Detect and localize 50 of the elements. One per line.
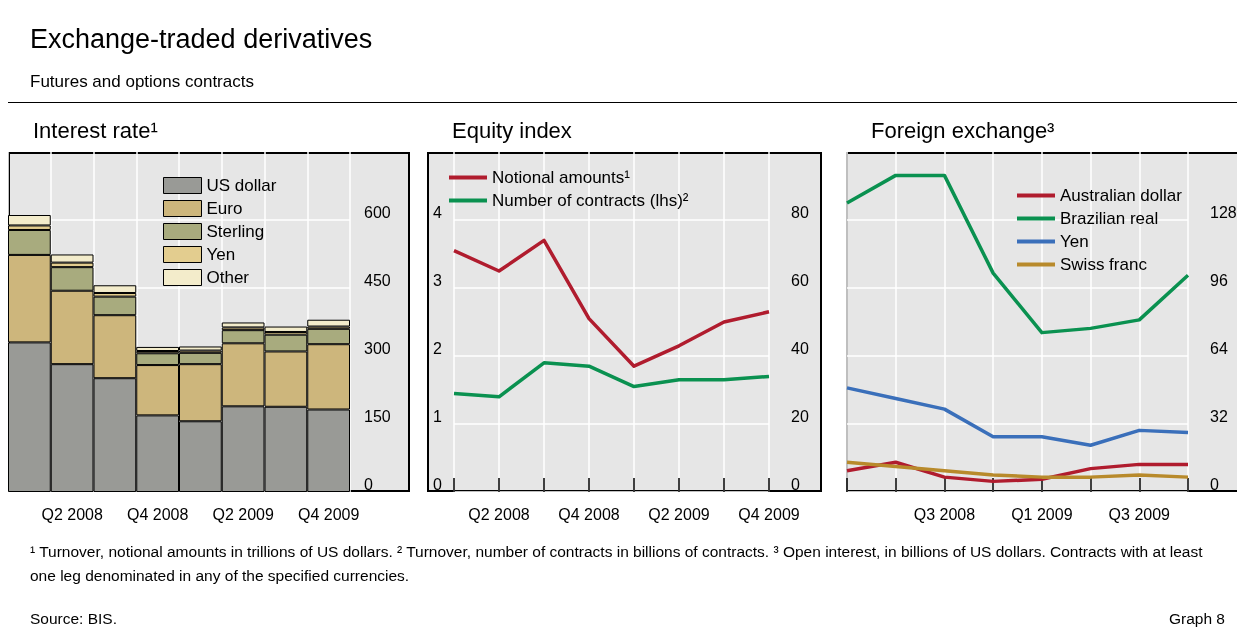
chart-title: Equity index [452,117,572,143]
legend-label: US dollar [206,176,277,195]
legend-label: Yen [1060,232,1089,251]
x-tick-label: Q4 2008 [558,505,620,523]
text: Futures and options contracts [30,72,254,92]
chart-title: Interest rate¹ [33,117,158,143]
y-tick-label: 96 [1210,271,1228,289]
y-tick-label: 128 [1210,203,1237,221]
caption: Graph 8 [1168,610,1225,628]
y2-tick-label: 40 [791,339,809,357]
y-tick-label: 600 [364,203,391,221]
y-tick-label: 32 [1210,407,1228,425]
y-tick-label: 0 [364,475,373,493]
x-tick-label: Q4 2009 [297,505,360,523]
y-tick-label: 3 [433,271,443,289]
y2-tick-label: 60 [791,271,809,289]
legend-label: Australian dollar [1060,186,1183,205]
text: Exchange-traded derivatives [30,24,373,55]
legend-label: Notional amounts¹ [492,168,631,187]
x-tick-label: Q1 2009 [1011,505,1073,523]
x-tick-label: Q4 2009 [738,505,800,523]
chart-title: Foreign exchange³ [871,117,1055,143]
x-tick-label: Q4 2008 [126,505,189,523]
y-tick-label: 64 [1210,339,1228,357]
y-tick-label: 2 [433,339,443,357]
legend-label: Sterling [206,222,265,241]
text: ¹ Turnover, notional amounts in trillions of US dollars. ² Turnover, number of contracts in billions of contracts. ³ Open interest, in billions of US dollars. Contracts with at least one leg denominated in any of the specified currencies. [30,542,1204,586]
legend-label: Yen [206,245,236,264]
y-tick-label: 450 [364,271,391,289]
legend-label: Brazilian real [1060,209,1159,228]
legend-label: Other [206,268,250,287]
x-tick-label: Q2 2008 [41,505,103,523]
y2-tick-label: 80 [791,203,809,221]
y-tick-label: 0 [1210,475,1219,493]
y-tick-label: 150 [364,407,391,425]
x-tick-label: Q2 2009 [648,505,710,523]
x-tick-label: Q3 2008 [913,505,976,523]
x-tick-label: Q3 2009 [1108,505,1171,523]
y2-tick-label: 20 [791,407,809,425]
legend-label: Number of contracts (lhs)² [492,191,689,210]
y-tick-label: 0 [433,475,443,493]
x-tick-label: Q2 2008 [468,505,530,523]
x-tick-label: Q2 2009 [212,505,274,523]
legend-label: Euro [206,199,243,218]
legend-label: Swiss franc [1060,255,1148,274]
source-note: Source: BIS. [30,610,118,628]
y-tick-label: 4 [433,203,443,221]
y-tick-label: 300 [364,339,391,357]
y2-tick-label: 0 [791,475,800,493]
y-tick-label: 1 [433,407,443,425]
